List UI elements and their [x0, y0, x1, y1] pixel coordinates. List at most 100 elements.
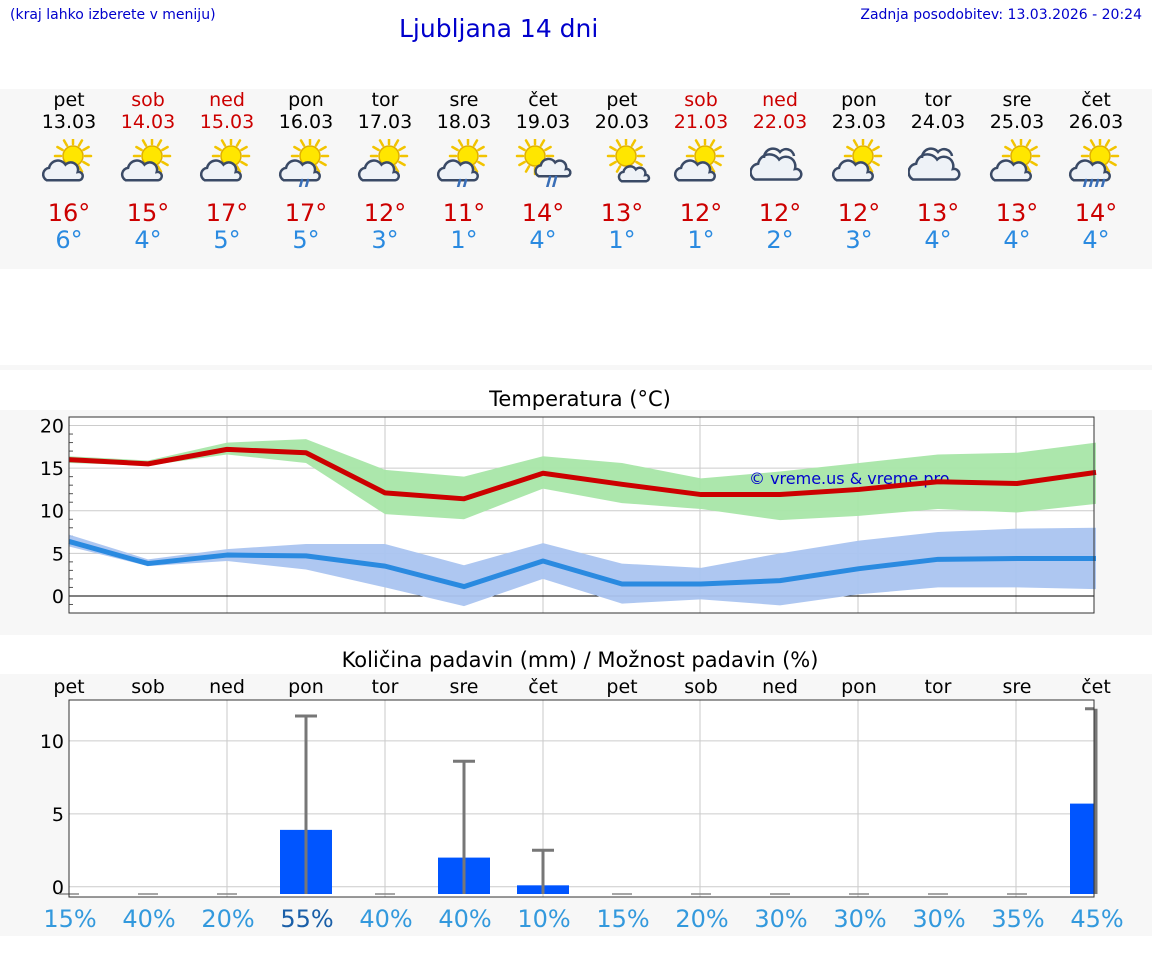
precipitation-probability: 30% — [833, 905, 886, 933]
section-divider — [0, 365, 1152, 370]
day-date: 26.03 — [1068, 111, 1124, 133]
precipitation-probability: 55% — [280, 905, 333, 933]
partly-cloudy-rain-icon — [278, 139, 330, 187]
day-name: čet — [1081, 89, 1111, 111]
max-temperature: 15° — [126, 199, 170, 227]
y-tick-label: 10 — [40, 731, 64, 753]
mostly-sunny-icon — [606, 139, 651, 183]
partly-cloudy-icon — [673, 139, 725, 182]
daily-forecast-strip: pet 13.03 16° 6° sob 14.03 15° 4° ned 15.03 17° 5° p… — [0, 89, 1152, 269]
day-forecast: tor 17.03 12° 3° — [345, 89, 425, 269]
x-category-label: ned — [762, 676, 798, 698]
max-temperature: 16° — [47, 199, 91, 227]
min-temperature: 5° — [292, 226, 320, 254]
min-temperature: 1° — [687, 226, 715, 254]
min-temperature: 6° — [55, 226, 83, 254]
day-forecast: čet 19.03 14° 4° — [503, 89, 583, 269]
precipitation-probability: 20% — [201, 905, 254, 933]
precipitation-bar — [1070, 803, 1094, 894]
day-forecast: sre 18.03 11° 1° — [424, 89, 504, 269]
min-temperature: 1° — [608, 226, 636, 254]
partly-cloudy-icon — [989, 139, 1041, 182]
day-name: sre — [449, 89, 479, 111]
mostly-sunny-icon — [606, 139, 651, 183]
day-name: čet — [528, 89, 558, 111]
y-tick-label: 10 — [40, 501, 64, 523]
min-temperature: 4° — [134, 226, 162, 254]
max-temperature: 11° — [442, 199, 486, 227]
partly-cloudy-icon — [120, 139, 172, 182]
day-forecast: pon 23.03 12° 3° — [819, 89, 899, 269]
max-temperature: 12° — [679, 199, 723, 227]
day-forecast: pon 16.03 17° 5° — [266, 89, 346, 269]
day-forecast: sob 14.03 15° 4° — [108, 89, 188, 269]
day-name: pon — [841, 89, 877, 111]
sun-cloud-rain-icon — [515, 139, 572, 187]
x-category-label: tor — [925, 676, 952, 698]
day-name: pet — [606, 89, 638, 111]
day-date: 25.03 — [989, 111, 1045, 133]
y-tick-label: 5 — [52, 804, 64, 826]
day-date: 23.03 — [831, 111, 887, 133]
x-category-label: čet — [1081, 676, 1111, 698]
day-forecast: ned 22.03 12° 2° — [740, 89, 820, 269]
day-name: tor — [924, 89, 952, 111]
min-temperature: 4° — [1082, 226, 1110, 254]
day-date: 21.03 — [673, 111, 729, 133]
min-temperature-line — [68, 539, 1096, 590]
plot-area — [69, 700, 1094, 897]
day-date: 15.03 — [199, 111, 255, 133]
min-temperature: 4° — [529, 226, 557, 254]
precipitation-probability: 30% — [754, 905, 807, 933]
x-category-label: sob — [684, 676, 718, 698]
day-name: ned — [209, 89, 245, 111]
day-name: sob — [131, 89, 165, 111]
day-name: ned — [762, 89, 798, 111]
cloudy-icon — [750, 147, 803, 181]
max-temperature: 17° — [284, 199, 328, 227]
day-date: 17.03 — [357, 111, 413, 133]
day-date: 18.03 — [436, 111, 492, 133]
day-name: pet — [53, 89, 85, 111]
day-forecast: sob 21.03 12° 1° — [661, 89, 741, 269]
partly-cloudy-heavy-rain-icon — [1068, 139, 1120, 187]
max-temperature: 14° — [521, 199, 565, 227]
day-date: 22.03 — [752, 111, 808, 133]
partly-cloudy-icon — [831, 139, 883, 182]
partly-cloudy-icon — [989, 139, 1041, 182]
day-date: 20.03 — [594, 111, 650, 133]
min-temperature: 4° — [924, 226, 952, 254]
partly-cloudy-icon — [199, 139, 251, 182]
y-tick-label: 20 — [40, 416, 64, 438]
partly-cloudy-icon — [120, 139, 172, 182]
temperature-chart-title: Temperatura (°C) — [489, 387, 671, 411]
partly-cloudy-heavy-rain-icon — [1068, 139, 1120, 187]
precipitation-probability: 35% — [991, 905, 1044, 933]
x-category-label: čet — [528, 676, 558, 698]
precipitation-probability: 10% — [517, 905, 570, 933]
max-temperature: 14° — [1074, 199, 1118, 227]
day-date: 24.03 — [910, 111, 966, 133]
partly-cloudy-rain-icon — [436, 139, 488, 187]
x-category-label: tor — [372, 676, 399, 698]
plot-frame — [68, 416, 1095, 614]
day-forecast: ned 15.03 17° 5° — [187, 89, 267, 269]
x-category-label: pon — [288, 676, 324, 698]
partly-cloudy-rain-icon — [436, 139, 488, 187]
max-temperature: 12° — [758, 199, 802, 227]
precipitation-probability: 30% — [912, 905, 965, 933]
plot-frame — [68, 699, 1095, 898]
partly-cloudy-rain-icon — [278, 139, 330, 187]
min-temperature: 3° — [845, 226, 873, 254]
partly-cloudy-icon — [357, 139, 409, 182]
x-category-label: pet — [606, 676, 637, 698]
cloudy-icon — [908, 147, 961, 181]
x-category-label: ned — [209, 676, 245, 698]
min-temperature: 1° — [450, 226, 478, 254]
precipitation-probability: 20% — [675, 905, 728, 933]
day-forecast: pet 20.03 13° 1° — [582, 89, 662, 269]
location-menu-hint: (kraj lahko izberete v meniju) — [10, 7, 216, 23]
y-tick-label: 5 — [52, 543, 64, 565]
partly-cloudy-icon — [41, 139, 93, 182]
